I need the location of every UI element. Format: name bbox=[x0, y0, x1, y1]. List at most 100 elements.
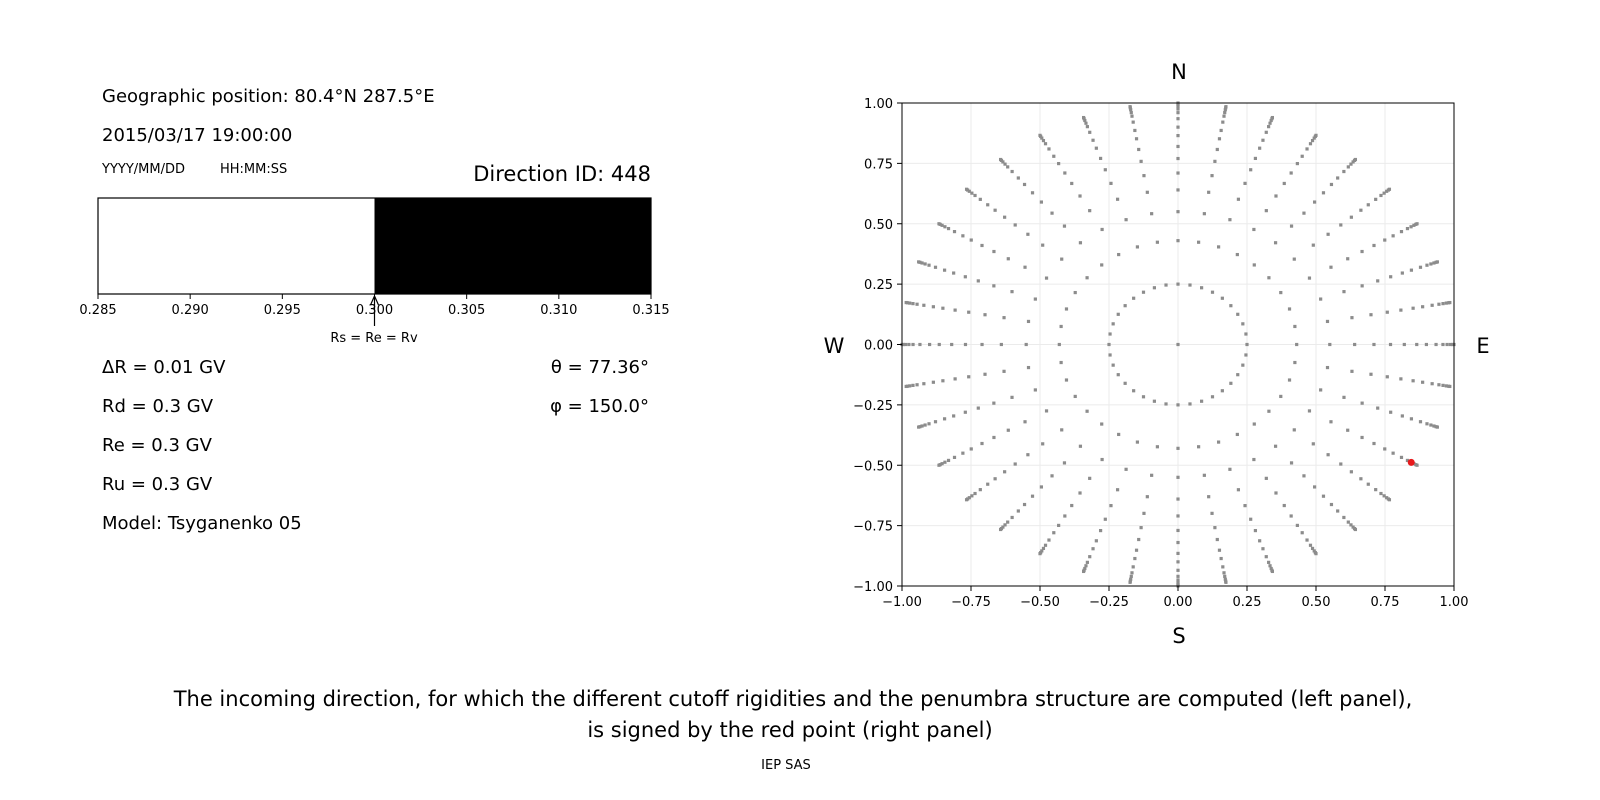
direction-point bbox=[973, 193, 977, 198]
direction-point bbox=[1224, 105, 1228, 109]
direction-point bbox=[1216, 440, 1221, 444]
direction-point bbox=[1176, 134, 1180, 138]
direction-point bbox=[1083, 566, 1087, 571]
direction-point bbox=[1176, 403, 1180, 407]
direction-point bbox=[1155, 445, 1159, 449]
direction-point bbox=[1176, 581, 1180, 585]
bar-segment-forbidden bbox=[374, 198, 651, 294]
direction-point bbox=[1421, 380, 1425, 384]
direction-point bbox=[1047, 538, 1051, 542]
phi-value: φ = 150.0° bbox=[550, 396, 649, 417]
direction-point bbox=[1060, 257, 1064, 261]
direction-point bbox=[1339, 223, 1343, 227]
direction-point bbox=[980, 243, 984, 248]
direction-point bbox=[1100, 263, 1104, 267]
direction-point bbox=[1176, 171, 1180, 175]
direction-point bbox=[1215, 537, 1219, 542]
direction-point bbox=[1415, 463, 1419, 467]
direction-point bbox=[911, 383, 915, 387]
direction-point bbox=[1382, 494, 1386, 498]
direction-point bbox=[915, 302, 919, 306]
direction-point bbox=[1073, 290, 1077, 295]
direction-point bbox=[1267, 409, 1271, 413]
direction-point bbox=[1372, 243, 1376, 248]
direction-point bbox=[1421, 305, 1425, 309]
direction-point bbox=[1111, 363, 1115, 367]
direction-point bbox=[1253, 156, 1258, 161]
direction-point bbox=[1010, 169, 1014, 174]
direction-point bbox=[1415, 222, 1419, 226]
direction-point bbox=[1229, 304, 1233, 308]
direction-point bbox=[1282, 503, 1286, 508]
direction-point bbox=[904, 384, 908, 389]
direction-point bbox=[1223, 577, 1227, 581]
direction-point bbox=[1360, 284, 1364, 288]
direction-point bbox=[940, 223, 944, 227]
direction-point bbox=[1152, 399, 1157, 403]
direction-point bbox=[1326, 232, 1330, 236]
direction-point bbox=[1002, 316, 1006, 320]
direction-point bbox=[1219, 556, 1223, 561]
x-tick-label: 0.00 bbox=[1164, 595, 1193, 610]
direction-point bbox=[1135, 245, 1140, 249]
direction-point bbox=[1013, 462, 1017, 466]
direction-point bbox=[933, 265, 938, 269]
direction-point bbox=[911, 342, 915, 347]
geo-position: Geographic position: 80.4°N 287.5°E bbox=[102, 86, 435, 107]
direction-point bbox=[1279, 394, 1283, 399]
direction-point bbox=[1010, 395, 1014, 399]
direction-point bbox=[1022, 182, 1027, 187]
direction-point bbox=[1057, 342, 1061, 347]
caption-line-2: is signed by the red point (right panel) bbox=[587, 718, 992, 742]
direction-point bbox=[931, 380, 935, 384]
direction-point bbox=[1219, 128, 1223, 133]
direction-point bbox=[1133, 128, 1137, 133]
direction-point bbox=[963, 275, 967, 279]
direction-point bbox=[1383, 238, 1387, 242]
direction-point bbox=[920, 424, 924, 428]
direction-point bbox=[1268, 121, 1272, 125]
direction-point bbox=[1435, 425, 1439, 429]
x-tick-label: −0.25 bbox=[1089, 595, 1129, 610]
direction-point bbox=[1073, 394, 1077, 399]
direction-point bbox=[1224, 580, 1228, 584]
direction-point bbox=[1385, 375, 1389, 379]
direction-point bbox=[1441, 302, 1445, 306]
direction-point bbox=[1010, 290, 1014, 294]
direction-point bbox=[1199, 399, 1204, 403]
direction-point bbox=[1003, 162, 1007, 166]
direction-point bbox=[1220, 389, 1224, 393]
direction-point bbox=[1176, 156, 1180, 161]
x-tick-label: 0.25 bbox=[1233, 595, 1262, 610]
direction-point bbox=[1117, 252, 1121, 257]
direction-point bbox=[1094, 146, 1098, 150]
direction-point bbox=[1123, 381, 1127, 385]
direction-point bbox=[1310, 546, 1315, 551]
direction-point bbox=[1142, 174, 1146, 178]
direction-point bbox=[1176, 497, 1180, 501]
direction-point bbox=[1188, 283, 1192, 287]
direction-point bbox=[1305, 147, 1309, 151]
direction-point bbox=[1155, 240, 1159, 244]
direction-point bbox=[1176, 574, 1180, 578]
direction-point bbox=[1064, 378, 1069, 382]
direction-point bbox=[1292, 257, 1296, 261]
direction-point bbox=[1109, 504, 1113, 508]
direction-point bbox=[1083, 118, 1087, 123]
direction-point bbox=[943, 460, 947, 464]
direction-point bbox=[1108, 353, 1112, 357]
direction-point bbox=[978, 488, 982, 492]
direction-point bbox=[911, 302, 915, 306]
direction-point bbox=[1314, 552, 1318, 556]
direction-point bbox=[967, 310, 971, 314]
direction-point bbox=[917, 425, 921, 429]
direction-point bbox=[1063, 514, 1067, 518]
direction-point bbox=[1353, 527, 1358, 532]
direction-point bbox=[908, 384, 912, 388]
direction-point bbox=[964, 498, 969, 502]
direction-point bbox=[1302, 211, 1306, 215]
direction-point bbox=[1057, 523, 1061, 528]
direction-point bbox=[1305, 538, 1309, 542]
direction-point bbox=[1252, 263, 1256, 267]
direction-point bbox=[1124, 218, 1128, 222]
